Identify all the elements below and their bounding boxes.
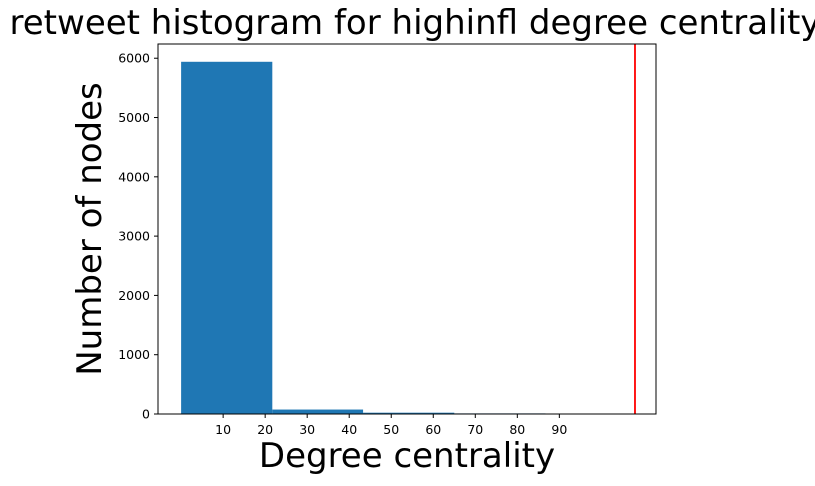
x-tick-label: 40 bbox=[341, 422, 357, 437]
y-tick-label: 1000 bbox=[118, 347, 150, 362]
x-tick-label: 80 bbox=[509, 422, 525, 437]
x-ticks: 10 20 30 40 50 60 70 80 90 bbox=[215, 414, 567, 437]
y-tick-label: 4000 bbox=[118, 169, 150, 184]
x-tick-label: 90 bbox=[551, 422, 567, 437]
x-tick-label: 10 bbox=[215, 422, 231, 437]
plot-frame bbox=[157, 43, 657, 415]
y-tick-label: 2000 bbox=[118, 288, 150, 303]
x-tick-label: 20 bbox=[257, 422, 273, 437]
x-tick-label: 50 bbox=[383, 422, 399, 437]
chart-title: retweet histogram for highinfl degree ce… bbox=[9, 3, 815, 43]
bars-group bbox=[181, 61, 546, 415]
y-tick-label: 3000 bbox=[118, 229, 150, 244]
histogram-bar-0 bbox=[181, 61, 273, 415]
x-tick-label: 70 bbox=[467, 422, 483, 437]
histogram-bar-2 bbox=[363, 412, 455, 414]
histogram-bar-1 bbox=[272, 409, 364, 414]
x-axis-label: Degree centrality bbox=[258, 436, 556, 476]
y-tick-label: 0 bbox=[142, 407, 150, 422]
y-ticks: 0 1000 2000 3000 4000 5000 6000 bbox=[118, 51, 158, 422]
x-tick-label: 60 bbox=[425, 422, 441, 437]
y-tick-label: 6000 bbox=[118, 51, 150, 66]
x-tick-label: 30 bbox=[299, 422, 315, 437]
y-tick-label: 5000 bbox=[118, 110, 150, 125]
